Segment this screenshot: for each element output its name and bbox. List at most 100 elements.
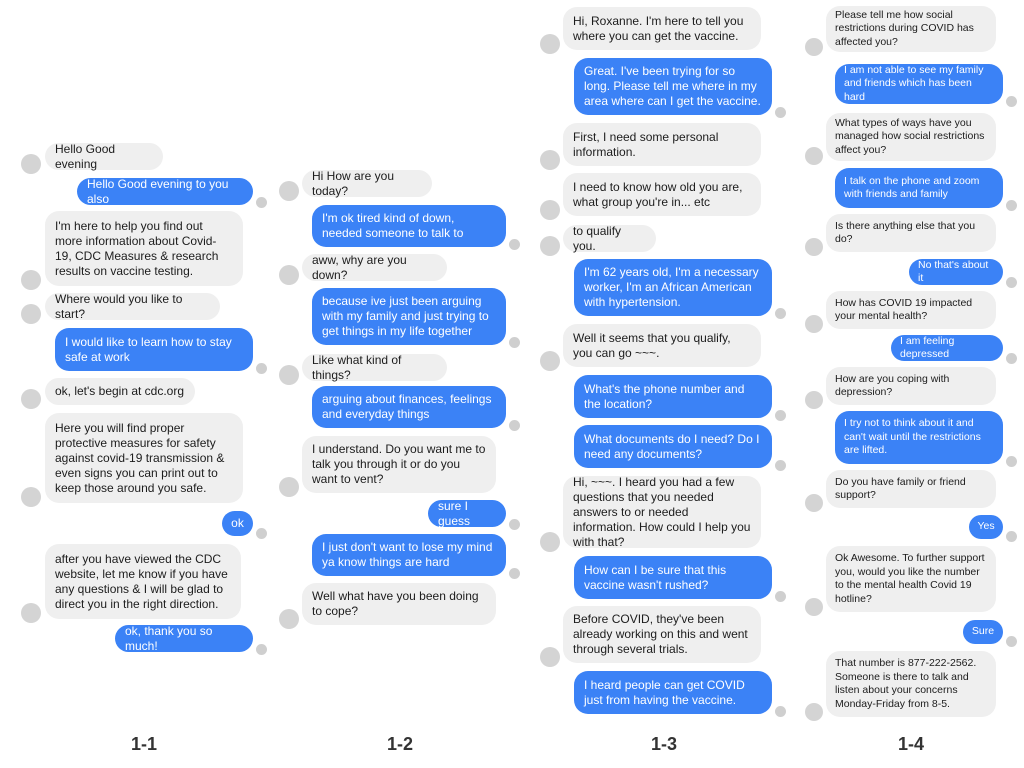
user-message-bubble: Hello Good evening to you also bbox=[77, 177, 253, 206]
user-message-bubble: I just don't want to lose my mind ya kno… bbox=[312, 534, 506, 576]
bot-avatar-icon bbox=[805, 38, 823, 56]
bot-message-bubble: First, I need some personal information. bbox=[563, 123, 761, 166]
bot-avatar-icon bbox=[540, 351, 560, 371]
user-message-bubble: ok bbox=[222, 511, 253, 536]
bot-message-bubble: to qualify you. bbox=[563, 224, 656, 253]
bot-avatar-icon bbox=[21, 154, 41, 174]
user-message-bubble: I try not to think about it and can't wa… bbox=[835, 411, 1003, 464]
bot-message-bubble: I'm here to help you find out more infor… bbox=[45, 211, 243, 286]
bot-avatar-icon bbox=[21, 270, 41, 290]
user-message-bubble: because ive just been arguing with my fa… bbox=[312, 288, 506, 345]
user-message-bubble: What's the phone number and the location… bbox=[574, 375, 772, 418]
user-message-bubble: I am feeling depressed bbox=[891, 335, 1003, 361]
bot-message-bubble: Before COVID, they've been already worki… bbox=[563, 606, 761, 663]
bot-message-bubble: ok, let's begin at cdc.org bbox=[45, 378, 195, 405]
bot-message-bubble: Hello Good evening bbox=[45, 142, 163, 171]
user-avatar-icon bbox=[775, 308, 786, 319]
bot-message-bubble: aww, why are you down? bbox=[302, 253, 447, 282]
user-message-bubble: I'm 62 years old, I'm a necessary worker… bbox=[574, 259, 772, 316]
user-message-bubble: How can I be sure that this vaccine wasn… bbox=[574, 556, 772, 599]
bot-message-bubble: I understand. Do you want me to talk you… bbox=[302, 436, 496, 493]
bot-avatar-icon bbox=[21, 487, 41, 507]
user-message-bubble: arguing about finances, feelings and eve… bbox=[312, 386, 506, 428]
user-avatar-icon bbox=[256, 363, 267, 374]
user-avatar-icon bbox=[1006, 96, 1017, 107]
user-avatar-icon bbox=[509, 519, 520, 530]
user-avatar-icon bbox=[775, 460, 786, 471]
bot-avatar-icon bbox=[540, 150, 560, 170]
bot-avatar-icon bbox=[805, 598, 823, 616]
bot-avatar-icon bbox=[279, 181, 299, 201]
bot-message-bubble: Here you will find proper protective mea… bbox=[45, 413, 243, 503]
bot-avatar-icon bbox=[805, 147, 823, 165]
bot-avatar-icon bbox=[805, 391, 823, 409]
bot-avatar-icon bbox=[279, 477, 299, 497]
user-avatar-icon bbox=[509, 239, 520, 250]
bot-avatar-icon bbox=[805, 494, 823, 512]
bot-message-bubble: How are you coping with depression? bbox=[826, 367, 996, 405]
bot-message-bubble: after you have viewed the CDC website, l… bbox=[45, 544, 241, 619]
bot-avatar-icon bbox=[21, 304, 41, 324]
bot-avatar-icon bbox=[540, 647, 560, 667]
bot-message-bubble: Well it seems that you qualify, you can … bbox=[563, 324, 761, 367]
user-message-bubble: ok, thank you so much! bbox=[115, 624, 253, 653]
panel-label: 1-4 bbox=[897, 734, 924, 754]
bot-message-bubble: I need to know how old you are, what gro… bbox=[563, 173, 761, 216]
bot-message-bubble: Hi How are you today? bbox=[302, 169, 432, 198]
bot-message-bubble: Do you have family or friend support? bbox=[826, 470, 996, 508]
user-message-bubble: Yes bbox=[969, 515, 1003, 539]
bot-message-bubble: Like what kind of things? bbox=[302, 353, 447, 382]
user-message-bubble: sure I guess bbox=[428, 499, 506, 528]
user-avatar-icon bbox=[256, 644, 267, 655]
bot-avatar-icon bbox=[279, 609, 299, 629]
user-avatar-icon bbox=[1006, 200, 1017, 211]
bot-avatar-icon bbox=[540, 236, 560, 256]
bot-message-bubble: Is there anything else that you do? bbox=[826, 214, 996, 252]
bot-avatar-icon bbox=[805, 238, 823, 256]
bot-message-bubble: How has COVID 19 impacted your mental he… bbox=[826, 291, 996, 329]
bot-avatar-icon bbox=[540, 200, 560, 220]
user-avatar-icon bbox=[509, 568, 520, 579]
bot-avatar-icon bbox=[805, 703, 823, 721]
user-avatar-icon bbox=[256, 197, 267, 208]
user-avatar-icon bbox=[1006, 531, 1017, 542]
user-message-bubble: Great. I've been trying for so long. Ple… bbox=[574, 58, 772, 115]
user-message-bubble: I am not able to see my family and frien… bbox=[835, 64, 1003, 104]
bot-message-bubble: Hi, Roxanne. I'm here to tell you where … bbox=[563, 7, 761, 50]
bot-avatar-icon bbox=[805, 315, 823, 333]
user-message-bubble: I would like to learn how to stay safe a… bbox=[55, 328, 253, 371]
bot-message-bubble: Ok Awesome. To further support you, woul… bbox=[826, 546, 996, 612]
user-avatar-icon bbox=[1006, 277, 1017, 288]
bot-message-bubble: Please tell me how social restrictions d… bbox=[826, 6, 996, 52]
user-avatar-icon bbox=[256, 528, 267, 539]
user-avatar-icon bbox=[1006, 353, 1017, 364]
bot-avatar-icon bbox=[540, 532, 560, 552]
user-message-bubble: I talk on the phone and zoom with friend… bbox=[835, 168, 1003, 208]
user-avatar-icon bbox=[1006, 456, 1017, 467]
user-avatar-icon bbox=[775, 591, 786, 602]
bot-avatar-icon bbox=[279, 265, 299, 285]
bot-message-bubble: Where would you like to start? bbox=[45, 292, 220, 321]
user-avatar-icon bbox=[1006, 636, 1017, 647]
bot-message-bubble: Well what have you been doing to cope? bbox=[302, 583, 496, 625]
user-avatar-icon bbox=[775, 410, 786, 421]
bot-avatar-icon bbox=[21, 389, 41, 409]
user-avatar-icon bbox=[775, 706, 786, 717]
user-message-bubble: I'm ok tired kind of down, needed someon… bbox=[312, 205, 506, 247]
bot-message-bubble: What types of ways have you managed how … bbox=[826, 113, 996, 161]
panel-label: 1-3 bbox=[650, 734, 677, 754]
bot-message-bubble: That number is 877-222-2562. Someone is … bbox=[826, 651, 996, 717]
bot-avatar-icon bbox=[279, 365, 299, 385]
user-avatar-icon bbox=[509, 337, 520, 348]
user-avatar-icon bbox=[775, 107, 786, 118]
user-avatar-icon bbox=[509, 420, 520, 431]
user-message-bubble: Sure bbox=[963, 620, 1003, 644]
bot-avatar-icon bbox=[540, 34, 560, 54]
panel-label: 1-2 bbox=[386, 734, 413, 754]
user-message-bubble: No that's about it bbox=[909, 259, 1003, 285]
user-message-bubble: What documents do I need? Do I need any … bbox=[574, 425, 772, 468]
